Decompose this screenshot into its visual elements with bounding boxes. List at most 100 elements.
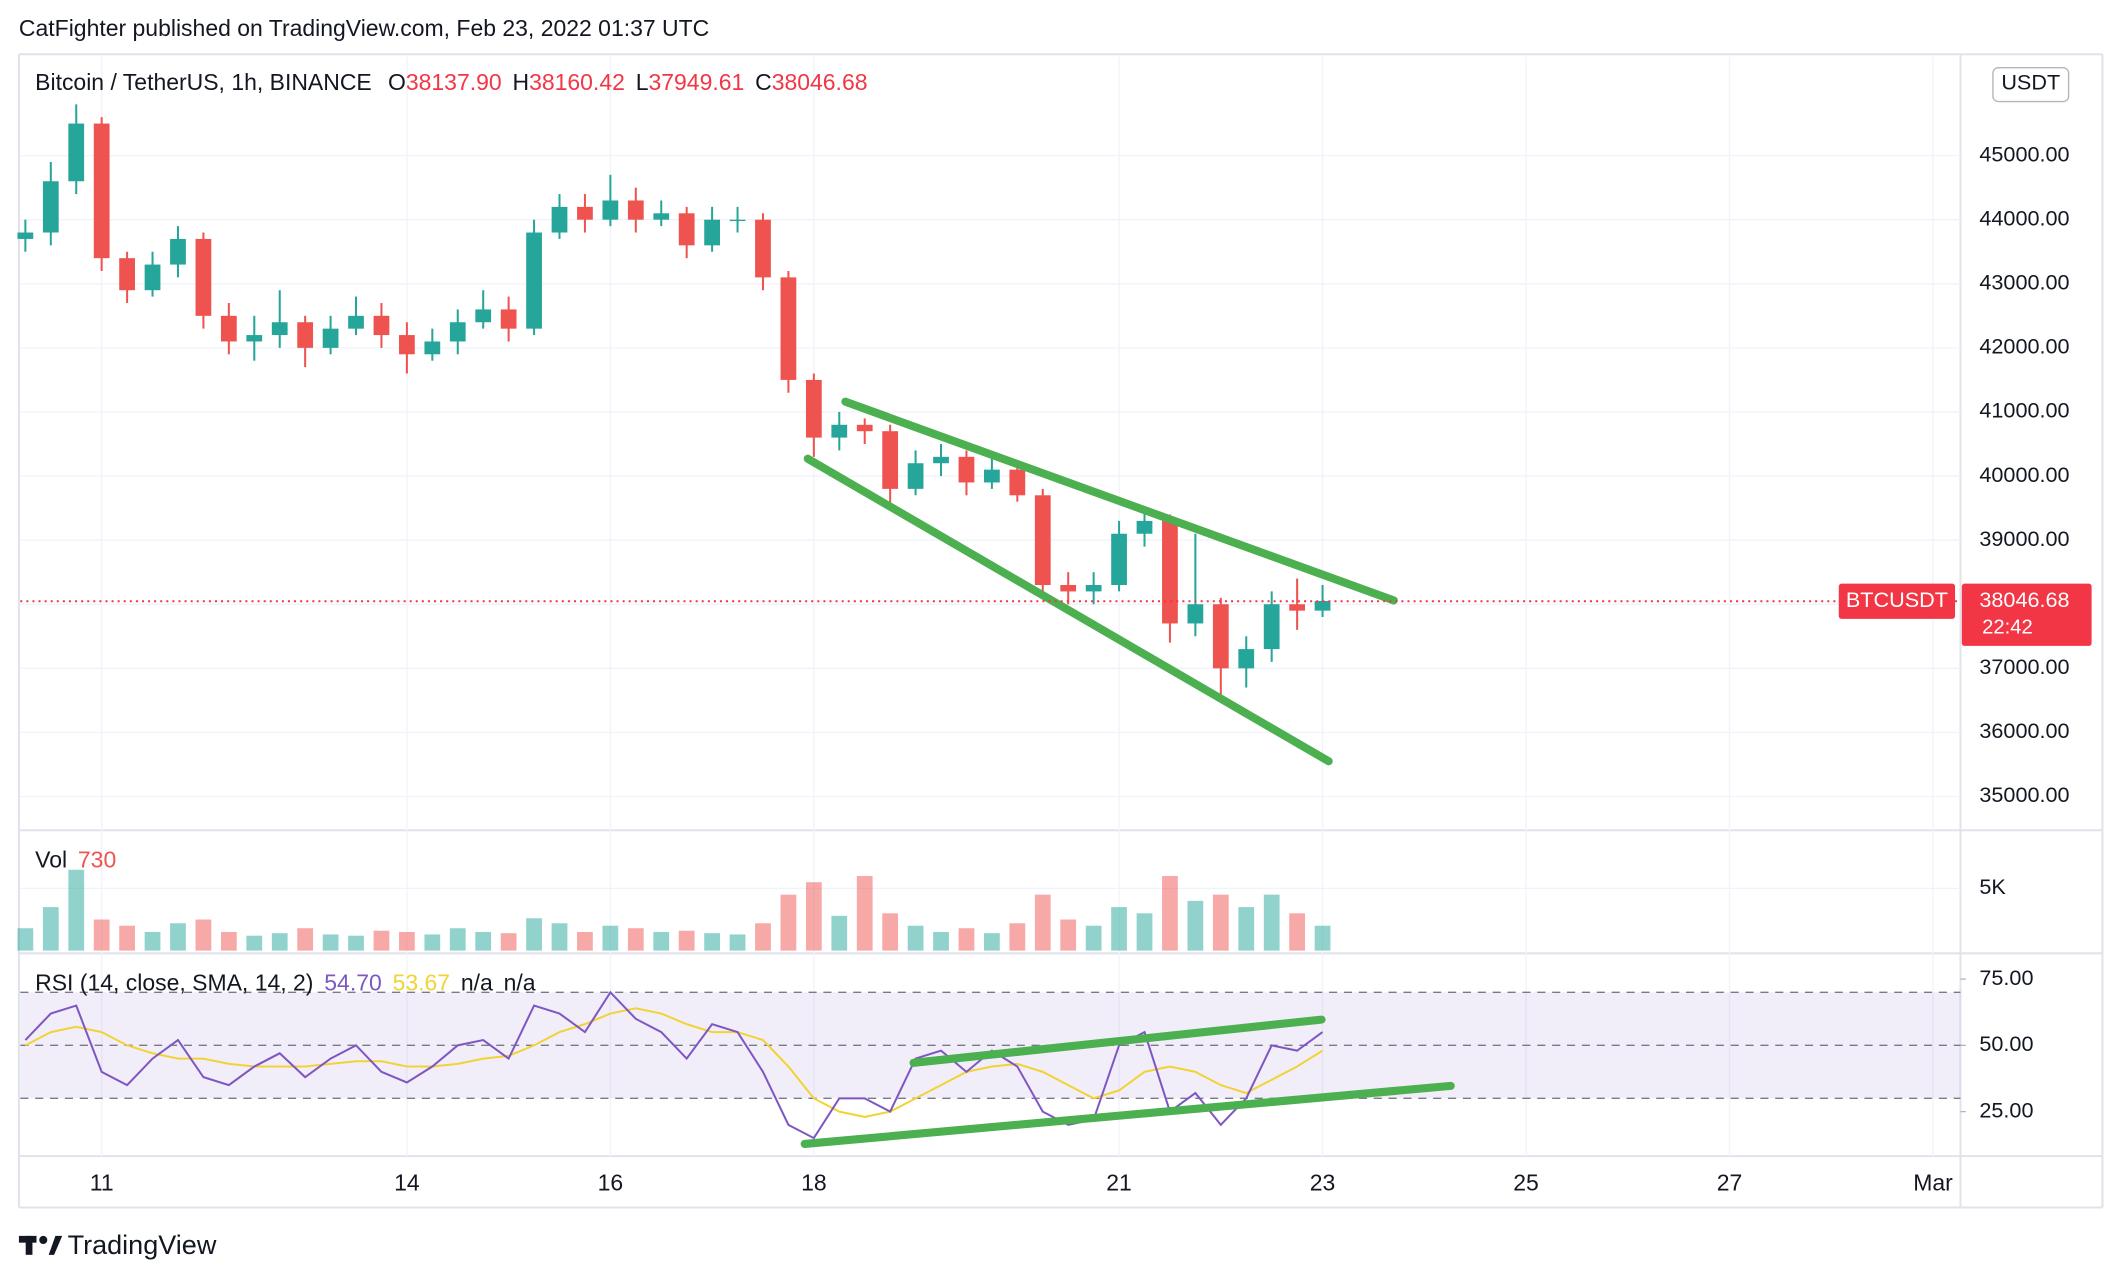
candle-body (704, 219, 720, 246)
volume-bar (170, 923, 186, 951)
candle-body (322, 328, 339, 348)
volume-bar (1314, 925, 1331, 951)
candle-body (729, 219, 746, 222)
volume-bar (755, 923, 771, 951)
candle-body (42, 181, 59, 233)
volume-bar (297, 928, 314, 951)
volume-bar (1136, 913, 1153, 951)
x-tick-label: 16 (598, 1170, 624, 1196)
candle-body (627, 200, 644, 220)
countdown: 22:42 (1982, 617, 2033, 639)
symbol-label: BTCUSDT (1846, 587, 1948, 612)
candle-body (1289, 604, 1306, 611)
candle-body (170, 238, 186, 265)
rsi-tick-label: 25.00 (1979, 1097, 2033, 1122)
volume-bar (348, 935, 364, 951)
volume-name: Vol (35, 846, 67, 872)
x-tick-label: 27 (1717, 1170, 1743, 1196)
volume-bar (220, 931, 237, 951)
trendline (803, 454, 1333, 766)
currency: USDT (2001, 70, 2060, 95)
candle-body (424, 341, 441, 355)
y-tick-label: 35000.00 (1979, 782, 2069, 807)
candle-body (1314, 601, 1331, 611)
candle-body (119, 258, 135, 291)
candle-body (526, 232, 542, 329)
volume-bar (1187, 900, 1204, 951)
volume-bar (780, 894, 797, 951)
volume-bar (678, 930, 695, 951)
candle-body (297, 322, 314, 348)
candle-body (882, 431, 899, 489)
volume-bar (856, 875, 873, 951)
volume-bar (627, 928, 644, 951)
symbol-legend: Bitcoin / TetherUS, 1h, BINANCE O38137.90… (35, 69, 867, 95)
volume-bar (246, 935, 263, 951)
volume-last: 730 (78, 846, 116, 872)
volume-bar (500, 933, 517, 951)
volume-bar (653, 931, 670, 951)
volume-bar (1009, 923, 1026, 951)
volume-bar (144, 931, 161, 951)
price-badge (1961, 583, 2092, 646)
y-tick-label: 45000.00 (1979, 141, 2069, 166)
candle-body (1162, 520, 1178, 624)
rsi-sma-last: 53.67 (393, 969, 450, 995)
y-tick-label: 36000.00 (1979, 718, 2069, 743)
candle-body (907, 463, 924, 489)
volume-bar (42, 907, 59, 951)
candle-body (144, 264, 161, 291)
trendline (841, 397, 1398, 605)
candle-body (373, 315, 390, 336)
volume-tick-label: 5K (1979, 874, 2006, 899)
rsi-last: 54.70 (324, 969, 381, 995)
volume-bar (526, 918, 542, 951)
x-tick-label: 23 (1310, 1170, 1336, 1196)
rsi-sma-line (24, 1007, 1324, 1118)
y-tick-label: 42000.00 (1979, 334, 2069, 359)
symbol-badge (1838, 583, 1956, 619)
candle-body (1111, 533, 1127, 586)
candle-body (831, 424, 848, 438)
ohlc-key: H (512, 69, 529, 95)
ohlc-value: 38137.90 (406, 69, 502, 95)
ohlc-value: 37949.61 (648, 69, 744, 95)
volume-bar (1238, 907, 1255, 951)
candle-body (246, 335, 263, 342)
candle-body (780, 277, 797, 380)
candle-body (220, 315, 237, 342)
x-tick-label: Mar (1913, 1170, 1953, 1196)
volume-bar (729, 934, 746, 951)
volume-bar (831, 915, 848, 951)
last-price-label: 38046.68 (1979, 587, 2069, 612)
volume-bar (958, 928, 975, 951)
candle-body (1263, 604, 1280, 650)
candle-body (1238, 649, 1255, 669)
volume-bar (1212, 894, 1229, 951)
candle-body (399, 335, 415, 355)
candle-body (1136, 520, 1153, 534)
y-tick-label: 41000.00 (1979, 398, 2069, 423)
volume-bar (475, 931, 492, 951)
volume-bar (119, 925, 135, 951)
volume-bar (1060, 919, 1077, 951)
volume-bar (907, 925, 924, 951)
volume-legend: Vol 730 (35, 846, 116, 872)
candle-body (500, 309, 517, 329)
volume-bar (551, 923, 568, 951)
candle-body (271, 322, 288, 336)
volume-bar (271, 933, 288, 951)
volume-bar (805, 882, 822, 951)
volume-bar (577, 931, 593, 951)
candle-body (984, 469, 1000, 483)
candle-body (933, 456, 949, 464)
rsi-extra: n/a (504, 969, 536, 995)
y-tick-label: 37000.00 (1979, 654, 2069, 679)
rsi-extra: n/a (461, 969, 493, 995)
candle-body (1034, 495, 1051, 586)
candle-body (551, 206, 568, 233)
volume-bar (449, 928, 466, 951)
candle-body (348, 315, 364, 329)
x-tick-label: 14 (394, 1170, 420, 1196)
